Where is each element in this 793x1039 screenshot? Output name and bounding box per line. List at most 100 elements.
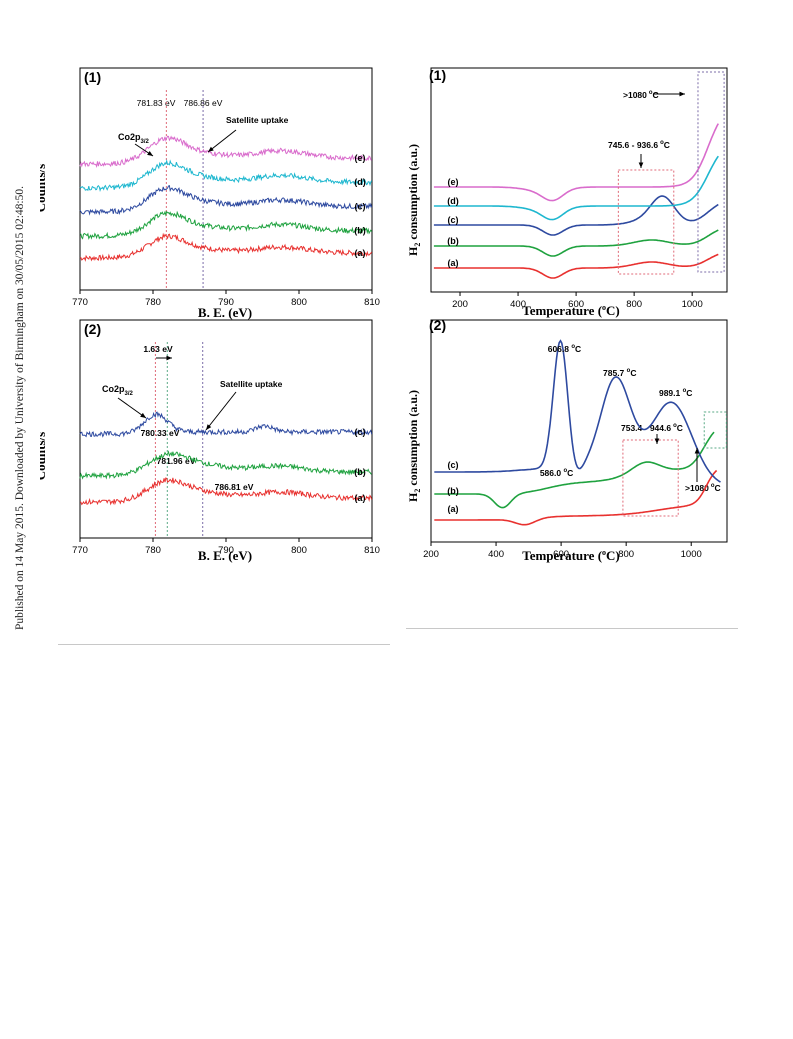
x-tick-label: 800	[291, 545, 307, 556]
panel-label: (1)	[429, 67, 446, 83]
series-label: (a)	[448, 504, 459, 514]
x-axis-label: Temperature (oC)	[522, 548, 620, 563]
series-label: (d)	[447, 196, 459, 206]
x-tick-label: 1000	[681, 549, 702, 560]
peak-label: Co2p3/2	[102, 384, 134, 397]
peak-label: 989.1 oC	[659, 388, 692, 398]
range-label: 753.4 - 944.6 oC	[621, 423, 683, 433]
degree-mark: o	[563, 468, 567, 474]
celsius-mark: C	[567, 468, 573, 478]
range-arrow-head	[638, 162, 644, 168]
spectrum-line	[79, 450, 372, 480]
tpr-curve	[434, 469, 718, 526]
celsius-mark: C	[630, 368, 636, 378]
satellite-arrow-head	[208, 146, 214, 152]
peak-arrow-head	[147, 150, 153, 156]
panel-label: (2)	[429, 317, 446, 333]
celsius-mark: C	[575, 344, 581, 354]
spectrum-line	[79, 232, 373, 262]
series-label: (d)	[354, 177, 366, 187]
high-temp-label: >1080 oC	[623, 90, 659, 100]
x-tick-label: 800	[291, 297, 307, 308]
tpr-curve	[433, 229, 719, 257]
series-label: (a)	[355, 493, 366, 503]
panel-label: (1)	[84, 69, 101, 85]
spectrum-line	[79, 185, 373, 216]
series-label: (c)	[448, 460, 459, 470]
x-axis-label: Temperature (oC)	[522, 303, 620, 318]
peak-arrow-head	[140, 412, 146, 418]
satellite-arrow-head	[206, 424, 212, 430]
x-axis-label: B. E. (eV)	[198, 305, 252, 320]
xps-chart-1-svg: Counts/s (1) 781.83 eV 786.86 eV Satelli…	[40, 67, 380, 320]
x-tick-label: 790	[218, 545, 234, 556]
series-label: (c)	[355, 201, 366, 211]
guide-label-2: 781.96 eV	[157, 456, 196, 466]
series-label: (e)	[355, 153, 366, 163]
x-tick-label: 600	[553, 549, 569, 560]
range-label: 745.6 - 936.6 oC	[608, 140, 670, 150]
series-label: (e)	[448, 177, 459, 187]
x-tick-label: 200	[423, 549, 439, 560]
high-temp-box	[703, 411, 727, 449]
y-axis-label: Counts/s	[40, 164, 48, 212]
degree-mark: o	[683, 388, 687, 394]
degree-mark: o	[627, 368, 631, 374]
x-tick-label: 800	[626, 299, 642, 310]
series-label: (c)	[355, 427, 366, 437]
download-notice: Published on 14 May 2015. Downloaded by …	[0, 0, 26, 700]
x-tick-label: 780	[145, 545, 161, 556]
satellite-label: Satellite uptake	[220, 379, 283, 389]
tpr-chart-1: H2 consumption (a.u.) (1) Temperature (o…	[403, 60, 743, 322]
high-temp-arrow-head	[694, 448, 700, 454]
peak-label: 586.0 oC	[540, 468, 573, 478]
xps-chart-1: Counts/s (1) 781.83 eV 786.86 eV Satelli…	[40, 60, 385, 322]
series-label: (a)	[448, 258, 459, 268]
series-label: (c)	[448, 215, 459, 225]
x-tick-label: 770	[72, 545, 88, 556]
x-tick-label: 200	[452, 299, 468, 310]
shift-label: 1.63 eV	[143, 344, 173, 354]
guide-label-3: 786.81 eV	[215, 482, 254, 492]
range-box	[622, 439, 679, 517]
satellite-arrow	[207, 129, 237, 153]
tpr-curve	[433, 253, 719, 279]
x-tick-label: 800	[618, 549, 634, 560]
y-axis-label: H2 consumption (a.u.)	[406, 144, 422, 256]
high-temp-arrow-head	[679, 91, 685, 97]
x-tick-label: 790	[218, 297, 234, 308]
x-tick-label: 400	[510, 299, 526, 310]
spectrum-line	[79, 135, 372, 168]
high-temp-box	[697, 71, 725, 273]
range-arrow-head	[654, 438, 660, 444]
x-tick-label: 810	[364, 297, 380, 308]
left-column-rule	[58, 644, 390, 645]
satellite-arrow	[205, 391, 237, 431]
xps-chart-2-svg: Counts/s (2) 1.63 eV Satellite uptake Co…	[40, 319, 380, 563]
panel-label: (2)	[84, 321, 101, 337]
series-label: (b)	[447, 236, 459, 246]
peak-label: Co2p3/2	[118, 132, 150, 145]
x-axis-label: B. E. (eV)	[198, 548, 252, 563]
series-label: (b)	[354, 467, 366, 477]
peak-arrow	[117, 397, 147, 419]
high-temp-label: >1080 oC	[685, 483, 721, 493]
tpr-chart-2: H2 consumption (a.u.) (2) Temperature (o…	[403, 316, 743, 578]
spectrum-line	[79, 210, 373, 240]
satellite-label: Satellite uptake	[226, 115, 289, 125]
x-tick-label: 1000	[682, 299, 703, 310]
tpr-curve	[433, 155, 719, 221]
peak-label: 606.8 oC	[548, 344, 581, 354]
series-label: (b)	[447, 486, 459, 496]
y-axis-label: H2 consumption (a.u.)	[406, 390, 422, 502]
series-label: (b)	[354, 226, 366, 236]
spectrum-line	[79, 477, 373, 506]
x-tick-label: 600	[568, 299, 584, 310]
degree-mark: o	[571, 344, 575, 350]
y-axis-label: Counts/s	[40, 432, 48, 480]
tpr-chart-1-svg: H2 consumption (a.u.) (1) Temperature (o…	[406, 67, 728, 318]
spectrum-line	[79, 158, 373, 192]
x-tick-label: 770	[72, 297, 88, 308]
x-tick-label: 400	[488, 549, 504, 560]
shift-arrow-head	[166, 355, 172, 361]
